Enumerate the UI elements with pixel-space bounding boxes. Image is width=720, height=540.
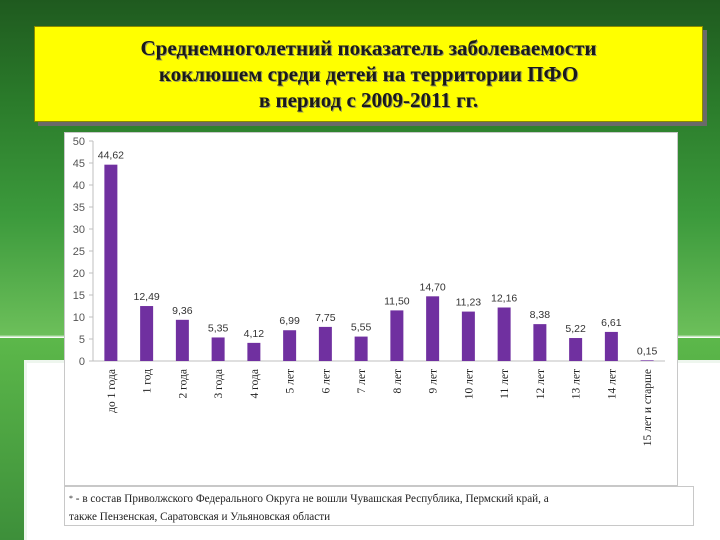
category-label: 10 лет <box>463 369 475 399</box>
category-label: 14 лет <box>606 369 618 399</box>
data-label: 12,16 <box>491 292 517 304</box>
category-label: 6 лет <box>320 369 332 394</box>
bar <box>211 337 225 361</box>
category-label: 5 лет <box>285 369 297 394</box>
bar <box>318 326 332 361</box>
bar <box>604 331 618 361</box>
data-label: 5,22 <box>565 323 586 335</box>
category-label: 8 лет <box>392 369 404 394</box>
bar <box>247 342 261 361</box>
data-label: 5,55 <box>351 322 372 334</box>
bar <box>175 319 189 361</box>
y-tick-label: 5 <box>79 334 85 346</box>
bar <box>461 311 475 361</box>
bar <box>497 307 511 361</box>
data-label: 12,49 <box>133 291 159 303</box>
category-label: 13 лет <box>571 369 583 399</box>
chart-panel: 0 5 10 15 20 25 30 35 40 45 50 44,62 до 1 года 12,49 1… <box>64 132 678 486</box>
y-tick-label: 50 <box>73 136 85 148</box>
category-label: 9 лет <box>428 369 440 394</box>
data-label: 4,12 <box>244 328 265 340</box>
bar <box>104 164 118 361</box>
bar <box>140 306 154 361</box>
bar <box>640 360 654 361</box>
y-tick-label: 10 <box>73 312 85 324</box>
category-label: 4 года <box>249 369 261 398</box>
bar <box>533 324 547 361</box>
data-label: 11,50 <box>384 295 410 307</box>
data-label: 11,23 <box>456 297 482 309</box>
category-label: 12 лет <box>535 369 547 399</box>
title-line-1: Среднемноголетний показатель заболеваемо… <box>140 36 597 60</box>
bar <box>569 338 583 361</box>
category-label: 3 года <box>213 369 225 398</box>
category-label: 2 года <box>177 369 189 398</box>
data-label: 6,61 <box>601 317 622 329</box>
footnote-line-2: также Пензенская, Саратовская и Ульяновс… <box>69 511 331 523</box>
footnote-line-1: - в состав Приволжского Федерального Окр… <box>73 493 549 505</box>
data-label: 6,99 <box>279 315 300 327</box>
category-label: 7 лет <box>356 369 368 394</box>
data-label: 8,38 <box>530 309 551 321</box>
category-label: 11 лет <box>499 369 511 399</box>
category-label: 1 год <box>142 369 154 393</box>
y-tick-label: 30 <box>73 224 85 236</box>
y-tick-label: 0 <box>79 356 85 368</box>
bar <box>426 296 440 361</box>
y-tick-label: 45 <box>73 158 85 170</box>
bar-chart: 0 5 10 15 20 25 30 35 40 45 50 44,62 до 1 года 12,49 1… <box>73 136 665 446</box>
bar <box>354 336 368 361</box>
title-line-2: коклюшем среди детей на территории ПФО <box>158 62 579 86</box>
data-label: 5,35 <box>208 322 229 334</box>
category-label: 15 лет и старше <box>642 369 654 446</box>
footnote-mark: * <box>69 494 73 503</box>
data-label: 7,75 <box>315 312 336 324</box>
slide-title: Среднемноголетний показатель заболеваемо… <box>34 26 703 122</box>
footnote: * - в состав Приволжского Федерального О… <box>64 486 694 526</box>
title-line-3: в период с 2009-2011 гг. <box>258 88 479 112</box>
category-label: до 1 года <box>106 369 118 413</box>
y-tick-label: 40 <box>73 180 85 192</box>
background-edge-vertical <box>24 360 27 540</box>
y-tick-label: 25 <box>73 246 85 258</box>
data-label: 44,62 <box>98 150 124 162</box>
y-tick-label: 35 <box>73 202 85 214</box>
y-tick-label: 15 <box>73 290 85 302</box>
data-label: 9,36 <box>172 305 193 317</box>
y-tick-label: 20 <box>73 268 85 280</box>
data-label: 0,15 <box>637 345 658 357</box>
bar <box>283 330 297 361</box>
data-label: 14,70 <box>419 281 445 293</box>
bar <box>390 310 404 361</box>
